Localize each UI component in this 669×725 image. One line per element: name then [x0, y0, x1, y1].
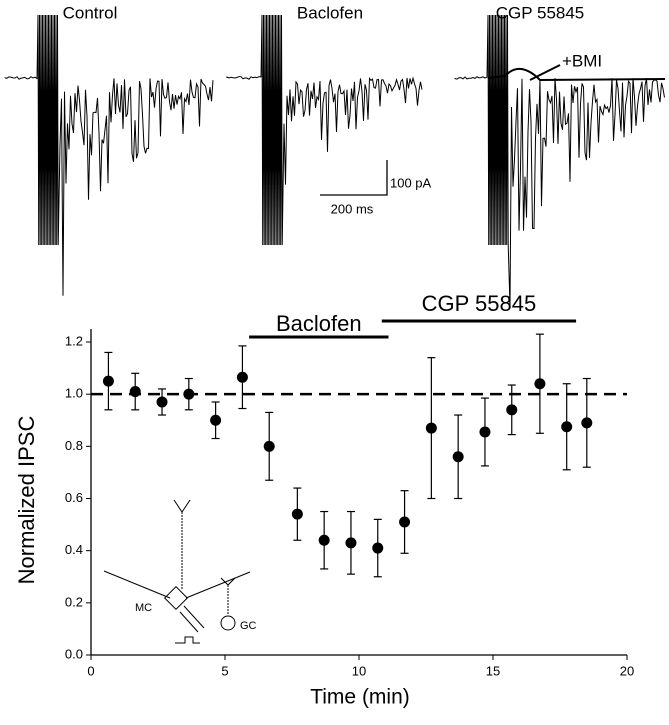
x-tick-label: 10 — [352, 663, 366, 678]
point — [156, 396, 168, 408]
y-tick-label: 0.6 — [65, 490, 83, 505]
y-tick-label: 1.2 — [65, 333, 83, 348]
inset-label: MC — [135, 602, 152, 614]
point — [534, 378, 546, 390]
trace — [487, 68, 666, 82]
point — [581, 417, 593, 429]
y-tick-label: 0.0 — [65, 646, 83, 661]
point — [561, 421, 573, 433]
point — [372, 542, 384, 554]
scale-label: 200 ms — [331, 201, 374, 216]
period-label: Baclofen — [276, 311, 362, 336]
point — [345, 537, 357, 549]
point — [183, 388, 195, 400]
point — [479, 426, 491, 438]
x-tick-label: 0 — [87, 663, 94, 678]
x-tick-label: 20 — [620, 663, 634, 678]
trace — [226, 14, 423, 246]
trace — [4, 14, 214, 296]
x-tick-label: 5 — [221, 663, 228, 678]
point — [399, 516, 411, 528]
inset-label: GC — [240, 620, 257, 632]
point — [210, 414, 222, 426]
x-axis-label: Time (min) — [310, 686, 410, 709]
y-tick-label: 0.8 — [65, 438, 83, 453]
point — [236, 371, 248, 383]
point — [102, 375, 114, 387]
y-axis-label: Normalized IPSC — [14, 416, 39, 585]
point — [506, 404, 518, 416]
pointer — [529, 64, 561, 81]
trace-label: Baclofen — [297, 3, 363, 22]
y-tick-label: 0.2 — [65, 594, 83, 609]
inset — [103, 499, 251, 644]
period-label: CGP 55845 — [422, 291, 537, 316]
annotation: +BMI — [562, 51, 602, 70]
trace-label: Control — [63, 3, 118, 22]
traces — [4, 14, 666, 307]
trace-label: CGP 55845 — [496, 3, 585, 22]
x-tick-label: 15 — [486, 663, 500, 678]
point — [129, 386, 141, 398]
y-tick-label: 0.4 — [65, 542, 83, 557]
scale-label: 100 pA — [390, 175, 432, 190]
point — [425, 422, 437, 434]
point — [318, 534, 330, 546]
trace — [454, 14, 665, 307]
point — [263, 440, 275, 452]
point — [452, 451, 464, 463]
y-tick-label: 1.0 — [65, 386, 83, 401]
scale-bar — [320, 160, 388, 196]
point — [291, 508, 303, 520]
